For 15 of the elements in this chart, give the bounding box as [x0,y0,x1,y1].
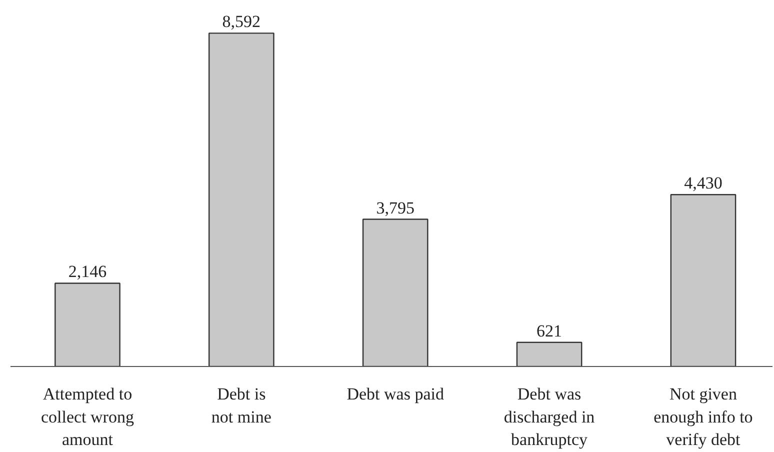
bar [208,32,274,366]
bar [516,342,582,366]
data-label: 3,795 [376,198,414,218]
data-label: 4,430 [684,174,722,193]
x-tick-label: Debt was discharged in bankruptcy [504,384,596,450]
bar [362,218,428,366]
x-tick-label: Debt was paid [346,384,444,404]
x-tick-label: Not given enough info to verify debt [654,384,753,450]
data-label: 8,592 [222,12,261,32]
data-label: 621 [536,321,562,340]
data-label: 2,146 [68,262,107,282]
x-tick-label: Debt is not mine [211,384,272,426]
bar [54,282,120,366]
bar [670,194,736,366]
x-tick-label: Attempted to collect wrong amount [40,384,134,450]
